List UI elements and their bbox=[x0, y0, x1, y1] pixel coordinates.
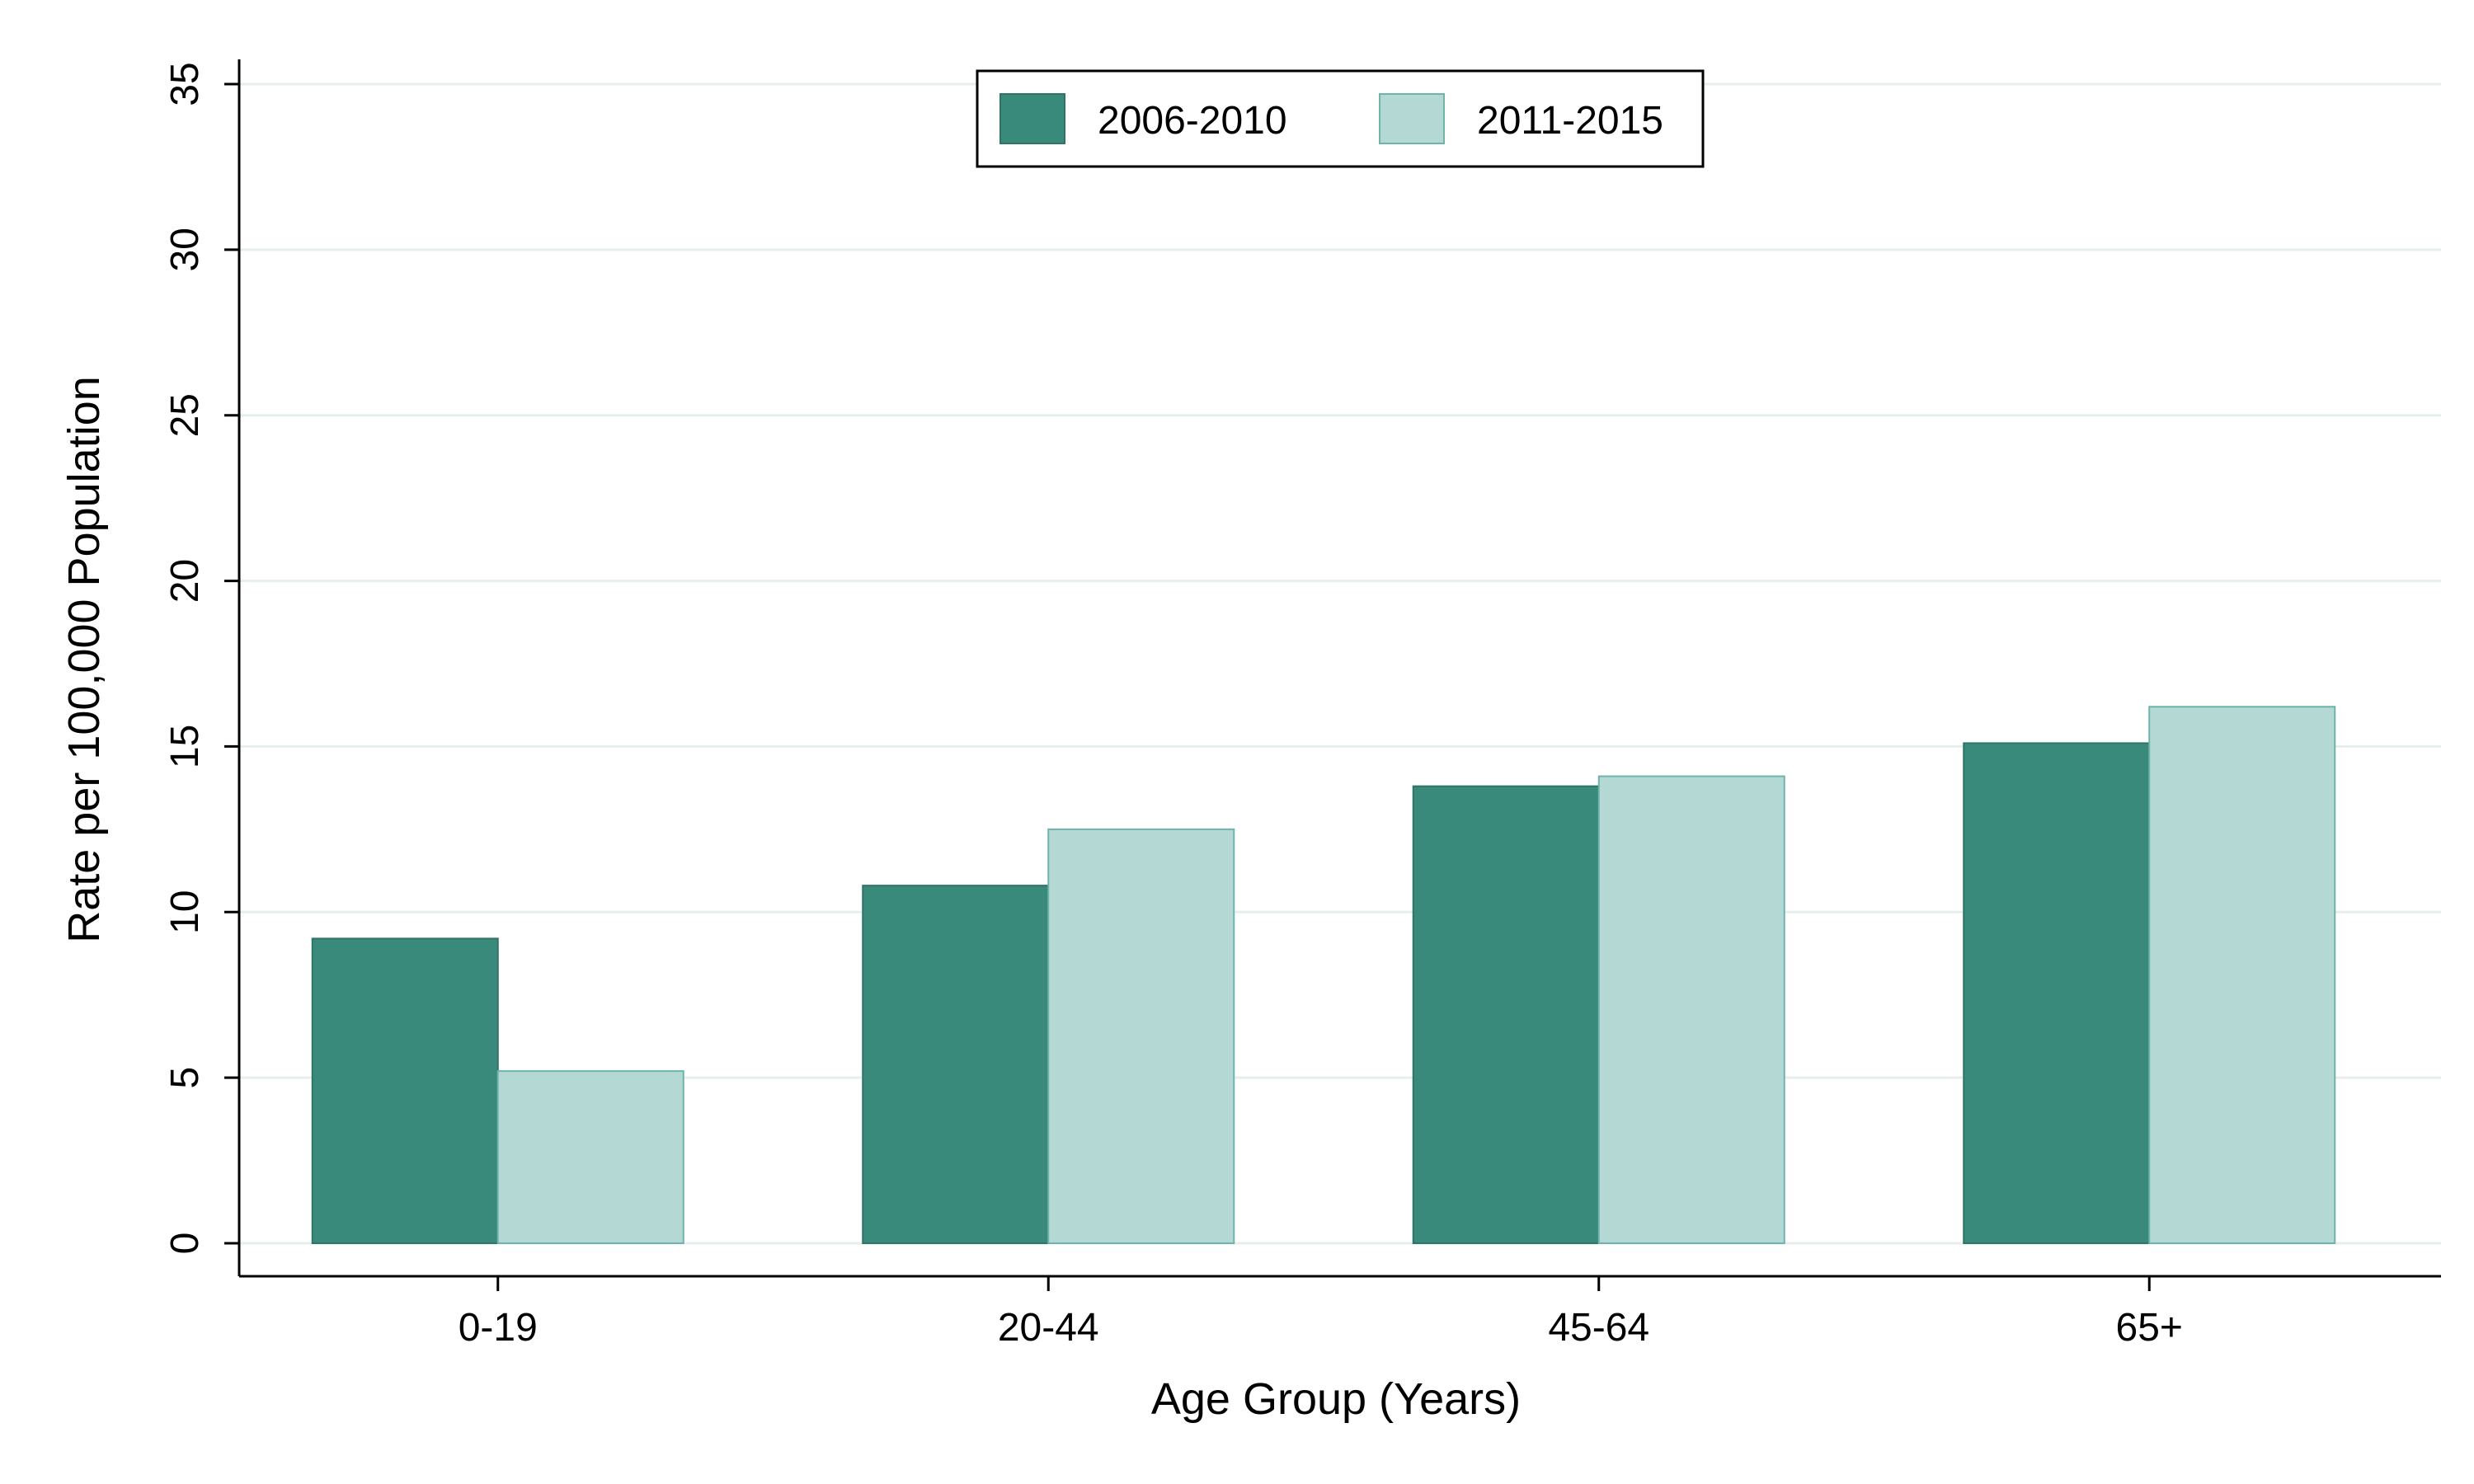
x-tick-label: 20-44 bbox=[998, 1306, 1099, 1350]
bar-45-64-2011-2015 bbox=[1597, 775, 1785, 1244]
bar-20-44-2006-2010 bbox=[862, 885, 1050, 1244]
legend-swatch bbox=[999, 93, 1065, 144]
axes bbox=[224, 59, 2441, 1291]
y-tick-label: 20 bbox=[163, 559, 207, 603]
x-tick-label: 0-19 bbox=[459, 1306, 538, 1350]
x-tick-label: 45-64 bbox=[1548, 1306, 1649, 1350]
x-axis-title: Age Group (Years) bbox=[1151, 1374, 1521, 1424]
y-tick-label: 30 bbox=[163, 228, 207, 271]
legend-box bbox=[976, 69, 1705, 168]
y-tick-label: 25 bbox=[163, 393, 207, 437]
bar-65+-2006-2010 bbox=[1963, 742, 2151, 1244]
y-tick-label: 35 bbox=[163, 62, 207, 106]
y-tick-label: 0 bbox=[163, 1233, 207, 1255]
legend: 2006-2010 2011-2015 bbox=[976, 69, 1705, 168]
bar-65+-2011-2015 bbox=[2148, 706, 2336, 1244]
legend-swatch bbox=[1379, 93, 1445, 144]
y-tick-label: 15 bbox=[163, 725, 207, 768]
y-tick-label: 5 bbox=[163, 1067, 207, 1089]
legend-label: 2006-2010 bbox=[1098, 99, 1287, 143]
y-axis-title: Rate per 100,000 Population bbox=[59, 376, 109, 943]
bar-0-19-2011-2015 bbox=[496, 1070, 684, 1244]
bar-45-64-2006-2010 bbox=[1412, 785, 1600, 1244]
bar-20-44-2011-2015 bbox=[1047, 828, 1235, 1244]
tick-labels: 0-19 20-44 45-64 65+ 0 5 10 15 20 25 30 35 bbox=[163, 62, 2183, 1350]
y-tick-label: 10 bbox=[163, 890, 207, 934]
bar-0-19-2006-2010 bbox=[311, 937, 499, 1244]
legend-label: 2011-2015 bbox=[1477, 99, 1663, 143]
bars bbox=[311, 706, 2336, 1244]
x-tick-label: 65+ bbox=[2116, 1306, 2183, 1350]
